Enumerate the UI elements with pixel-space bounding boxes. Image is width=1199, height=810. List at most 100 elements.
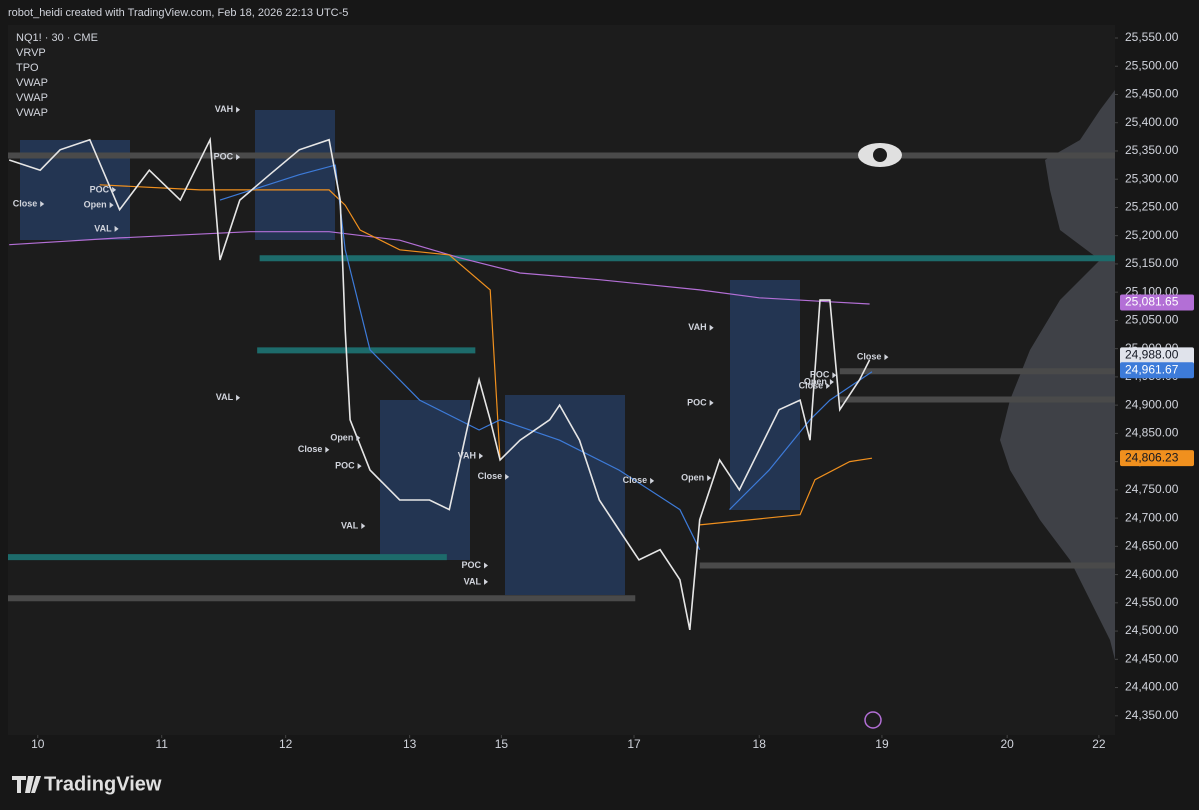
price-marker bbox=[1120, 294, 1194, 311]
price-marker bbox=[1120, 450, 1194, 467]
x-tick-label: 10 bbox=[31, 737, 45, 751]
price-marker bbox=[1120, 362, 1194, 379]
tpo-block bbox=[255, 110, 335, 240]
x-tick-label: 19 bbox=[875, 737, 889, 751]
eye-pupil bbox=[873, 148, 887, 162]
annotation: VAL bbox=[341, 520, 359, 530]
legend-symbol: NQ1! · 30 · CME bbox=[16, 32, 98, 44]
annotation: Close bbox=[857, 351, 882, 361]
legend-entry[interactable]: VRVP bbox=[16, 47, 46, 59]
annotation-marker bbox=[505, 473, 510, 480]
y-tick-label: 24,650.00 bbox=[1125, 539, 1179, 553]
annotation: Open bbox=[330, 432, 353, 442]
annotation-marker bbox=[884, 354, 889, 361]
tpo-block bbox=[730, 280, 800, 510]
y-tick-label: 25,250.00 bbox=[1125, 200, 1179, 214]
annotation: Open bbox=[681, 472, 704, 482]
vwap-line bbox=[219, 164, 873, 550]
annotation-marker bbox=[826, 382, 831, 389]
annotation: VAH bbox=[688, 322, 706, 332]
annotation: POC bbox=[462, 560, 482, 570]
y-tick-label: 24,600.00 bbox=[1125, 567, 1179, 581]
annotation: VAH bbox=[215, 104, 233, 114]
tpo-block bbox=[380, 400, 470, 560]
annotation-marker bbox=[709, 324, 714, 331]
annotation-marker bbox=[356, 434, 361, 441]
annotation: VAL bbox=[464, 576, 482, 586]
annotation-marker bbox=[707, 474, 712, 481]
legend-entry[interactable]: VWAP bbox=[16, 77, 48, 89]
price-marker-label: 24,988.00 bbox=[1125, 348, 1179, 362]
legend: NQ1! · 30 · CME VRVP TPO VWAP VWAP VWAP bbox=[16, 32, 98, 119]
y-tick-label: 25,500.00 bbox=[1125, 58, 1179, 72]
annotation-marker bbox=[650, 477, 655, 484]
annotation: POC bbox=[810, 370, 830, 380]
annotation-marker bbox=[236, 394, 241, 401]
legend-entry[interactable]: VWAP bbox=[16, 107, 48, 119]
y-tick-label: 24,550.00 bbox=[1125, 595, 1179, 609]
annotation: POC bbox=[687, 397, 707, 407]
x-tick-label: 17 bbox=[627, 737, 641, 751]
header: robot_heidi created with TradingView.com… bbox=[8, 7, 348, 19]
y-tick-label: 25,150.00 bbox=[1125, 256, 1179, 270]
x-tick-label: 20 bbox=[1000, 737, 1014, 751]
annotation-marker bbox=[361, 523, 366, 530]
y-tick-label: 24,500.00 bbox=[1125, 623, 1179, 637]
legend-entry[interactable]: VWAP bbox=[16, 92, 48, 104]
annotation: Open bbox=[84, 200, 107, 210]
y-tick-label: 24,350.00 bbox=[1125, 708, 1179, 722]
vwap-line bbox=[99, 184, 873, 526]
plot-area bbox=[8, 25, 1115, 735]
annotation-marker bbox=[479, 452, 484, 459]
y-tick-label: 25,300.00 bbox=[1125, 171, 1179, 185]
annotation: Close bbox=[298, 444, 323, 454]
y-tick-label: 24,850.00 bbox=[1125, 426, 1179, 440]
alert-icon[interactable] bbox=[864, 711, 882, 729]
annotation: Close bbox=[478, 471, 503, 481]
annotation-marker bbox=[829, 378, 834, 385]
y-tick-label: 25,200.00 bbox=[1125, 228, 1179, 242]
y-tick-label: 25,400.00 bbox=[1125, 115, 1179, 129]
annotation: VAH bbox=[458, 450, 476, 460]
x-tick-label: 15 bbox=[495, 737, 509, 751]
annotation-marker bbox=[832, 372, 837, 379]
annotation-marker bbox=[325, 446, 330, 453]
brand-logo bbox=[12, 776, 41, 793]
x-tick-label: 12 bbox=[279, 737, 293, 751]
y-tick-label: 24,750.00 bbox=[1125, 482, 1179, 496]
annotation-marker bbox=[236, 154, 241, 161]
annotation-marker bbox=[109, 202, 114, 209]
x-tick-label: 13 bbox=[403, 737, 417, 751]
y-tick-label: 25,350.00 bbox=[1125, 143, 1179, 157]
brand: TradingView bbox=[44, 773, 162, 795]
y-tick-label: 25,450.00 bbox=[1125, 87, 1179, 101]
annotation-marker bbox=[236, 106, 241, 113]
x-tick-label: 11 bbox=[155, 737, 168, 751]
annotation: Open bbox=[804, 376, 827, 386]
annotation-marker bbox=[114, 225, 119, 232]
x-tick-label: 22 bbox=[1092, 737, 1106, 751]
tpo-block bbox=[505, 395, 625, 595]
annotation: VAL bbox=[94, 223, 112, 233]
annotation: POC bbox=[214, 152, 234, 162]
y-tick-label: 25,550.00 bbox=[1125, 30, 1179, 44]
annotation: POC bbox=[335, 461, 355, 471]
volume-profile bbox=[1000, 90, 1115, 660]
y-tick-label: 24,900.00 bbox=[1125, 397, 1179, 411]
price-line bbox=[8, 136, 871, 631]
legend-entry[interactable]: TPO bbox=[16, 62, 39, 74]
vwap-line bbox=[9, 231, 870, 305]
y-tick-label: 24,450.00 bbox=[1125, 651, 1179, 665]
annotation-marker bbox=[40, 201, 45, 208]
x-tick-label: 18 bbox=[753, 737, 767, 751]
y-tick-label: 24,400.00 bbox=[1125, 680, 1179, 694]
price-marker-label: 24,806.23 bbox=[1125, 450, 1179, 464]
price-marker-label: 25,081.65 bbox=[1125, 295, 1179, 309]
annotation: Close bbox=[623, 475, 648, 485]
plot-layer: VAHPOCPOCOpenCloseVALVALCloseOpenPOCVALV… bbox=[8, 30, 1194, 751]
annotation: Close bbox=[13, 198, 38, 208]
annotation-marker bbox=[112, 186, 117, 193]
y-tick-label: 24,700.00 bbox=[1125, 510, 1179, 524]
annotation-marker bbox=[709, 399, 714, 406]
